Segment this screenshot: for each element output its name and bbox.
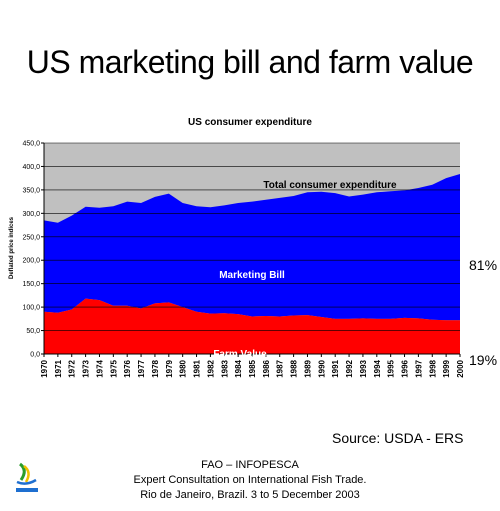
x-tick-label: 1990 xyxy=(317,359,326,377)
x-tick-label: 1975 xyxy=(109,359,118,377)
y-tick-label: 0,0 xyxy=(30,352,40,359)
x-tick-label: 1985 xyxy=(248,359,257,377)
footer-line-3: Rio de Janeiro, Brazil. 3 to 5 December … xyxy=(140,489,360,501)
x-tick-label: 1971 xyxy=(54,359,63,377)
area-farm-value xyxy=(44,298,460,354)
x-tick-label: 1988 xyxy=(290,359,299,377)
y-axis-label: Deflated price indices xyxy=(9,216,15,279)
x-tick-label: 1984 xyxy=(234,359,243,377)
x-tick-label: 1996 xyxy=(401,359,410,377)
x-tick-label: 1976 xyxy=(123,359,132,377)
fao-logo-icon xyxy=(16,462,38,492)
y-tick-label: 300,0 xyxy=(22,211,40,218)
label-farm-value: Farm Value xyxy=(213,349,267,360)
x-tick-label: 1986 xyxy=(262,359,271,377)
x-tick-label: 1994 xyxy=(373,359,382,377)
x-tick-label: 1978 xyxy=(151,359,160,377)
x-tick-label: 1992 xyxy=(345,359,354,377)
x-tick-label: 1989 xyxy=(303,359,312,377)
y-tick-label: 450,0 xyxy=(22,141,40,148)
x-tick-label: 1970 xyxy=(40,359,49,377)
source-note: Source: USDA - ERS xyxy=(332,430,464,446)
x-tick-label: 1995 xyxy=(387,359,396,377)
y-tick-label: 200,0 xyxy=(22,258,40,265)
x-tick-label: 1980 xyxy=(179,359,188,377)
y-tick-label: 350,0 xyxy=(22,187,40,194)
x-tick-label: 1998 xyxy=(428,359,437,377)
x-tick-label: 1979 xyxy=(165,359,174,377)
footer-line-1: FAO – INFOPESCA xyxy=(201,459,299,471)
footer-line-2: Expert Consultation on International Fis… xyxy=(133,474,367,486)
chart-subtitle: US consumer expenditure xyxy=(188,117,312,128)
footer: FAO – INFOPESCA Expert Consultation on I… xyxy=(0,458,500,503)
x-tick-label: 1974 xyxy=(95,359,104,377)
label-marketing-bill: Marketing Bill xyxy=(219,270,285,281)
y-tick-label: 250,0 xyxy=(22,234,40,241)
y-tick-label: 150,0 xyxy=(22,281,40,288)
x-tick-label: 1982 xyxy=(206,359,215,377)
x-tick-label: 1991 xyxy=(331,359,340,377)
x-tick-label: 1987 xyxy=(276,359,285,377)
farm-share-label: 19% xyxy=(469,352,498,368)
x-tick-label: 1973 xyxy=(82,359,91,377)
area-chart: 0,0 50,0 100,0 150,0 200,0 250,0 300,0 350,0 400… xyxy=(9,141,465,378)
x-tick-label: 1972 xyxy=(68,359,77,377)
y-tick-label: 100,0 xyxy=(22,305,40,312)
x-axis-ticks: 1970 1971 1972 1973 1974 1975 1976 1977 1978 1979… xyxy=(40,354,465,378)
x-tick-label: 1997 xyxy=(414,359,423,377)
x-tick-label: 1999 xyxy=(442,359,451,377)
x-tick-label: 1977 xyxy=(137,359,146,377)
marketing-share-label: 81% xyxy=(469,257,498,273)
x-tick-label: 1983 xyxy=(220,359,229,377)
y-tick-label: 50,0 xyxy=(26,328,40,335)
page-title: US marketing bill and farm value xyxy=(26,44,474,80)
x-tick-label: 1981 xyxy=(193,359,202,377)
label-total-consumer-expenditure: Total consumer expenditure xyxy=(263,180,397,191)
x-tick-label: 2000 xyxy=(456,359,465,377)
x-tick-label: 1993 xyxy=(359,359,368,377)
y-tick-label: 400,0 xyxy=(22,164,40,171)
y-axis-ticks: 0,0 50,0 100,0 150,0 200,0 250,0 300,0 350,0 400… xyxy=(22,141,44,359)
gridlines xyxy=(44,142,460,331)
